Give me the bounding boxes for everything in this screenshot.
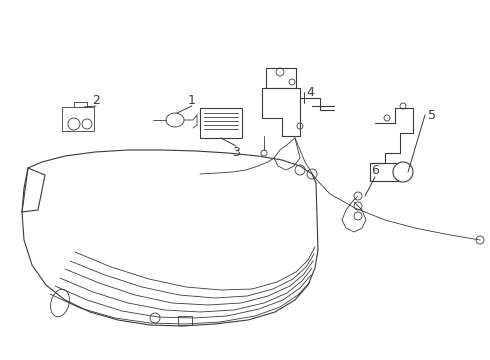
Circle shape	[393, 162, 413, 182]
Circle shape	[384, 115, 390, 121]
Circle shape	[307, 169, 317, 179]
Circle shape	[354, 202, 362, 210]
Bar	[62, 107, 94, 131]
Circle shape	[150, 313, 160, 323]
Ellipse shape	[50, 289, 70, 317]
Bar	[200, 108, 242, 138]
Text: 3: 3	[232, 145, 240, 158]
Text: 4: 4	[306, 86, 314, 99]
Ellipse shape	[166, 113, 184, 127]
Circle shape	[276, 68, 284, 76]
Circle shape	[297, 123, 303, 129]
Circle shape	[82, 119, 92, 129]
Circle shape	[476, 236, 484, 244]
Circle shape	[354, 212, 362, 220]
Circle shape	[400, 103, 406, 109]
Bar	[178, 316, 192, 325]
Circle shape	[295, 165, 305, 175]
Text: 1: 1	[188, 94, 196, 107]
Text: 5: 5	[428, 108, 436, 122]
Text: 6: 6	[371, 163, 379, 176]
Bar	[370, 163, 398, 181]
Text: 2: 2	[92, 94, 100, 107]
Circle shape	[289, 79, 295, 85]
Circle shape	[68, 118, 80, 130]
Circle shape	[261, 150, 267, 156]
Circle shape	[354, 192, 362, 200]
